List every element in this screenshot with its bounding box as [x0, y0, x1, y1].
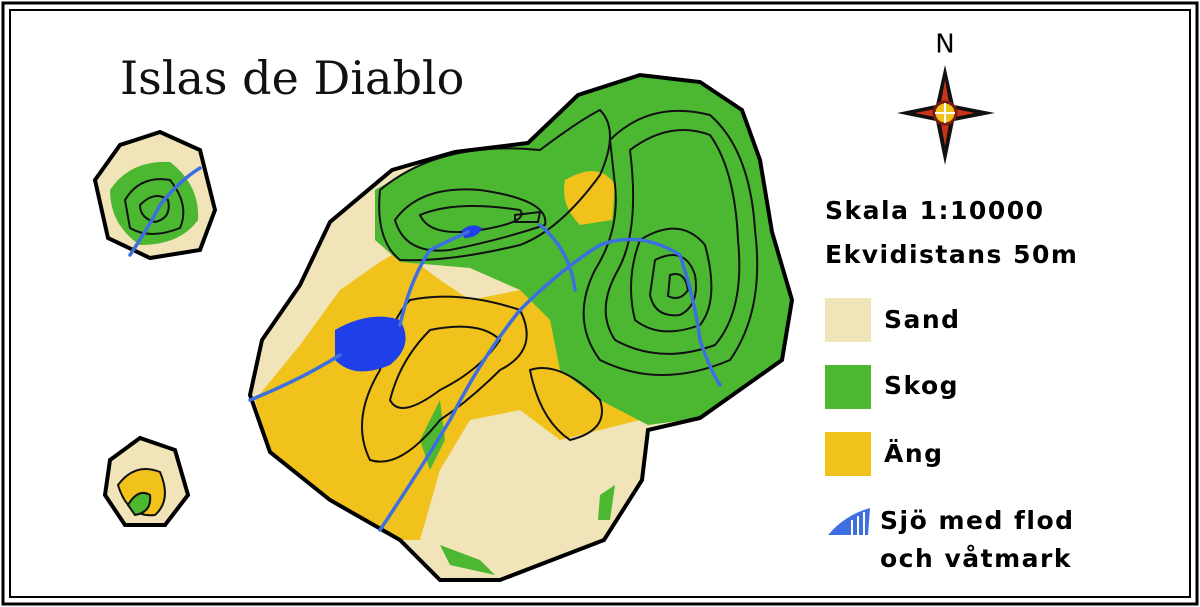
legend-label: Sand	[884, 305, 961, 334]
compass-north: N	[935, 30, 954, 60]
legend-label: och våtmark	[880, 544, 1072, 573]
contour-interval-label: Ekvidistans 50m	[825, 240, 1078, 269]
legend-label: Skog	[884, 371, 959, 400]
legend-label: Äng	[884, 438, 944, 468]
legend-label: Sjö med flod	[880, 506, 1075, 535]
map: Islas de Diablo N	[0, 0, 1200, 607]
legend-swatch-meadow	[825, 432, 871, 476]
map-title: Islas de Diablo	[120, 51, 464, 105]
scale-label: Skala 1:10000	[825, 196, 1045, 225]
legend-swatch-forest	[825, 365, 871, 409]
legend-swatch-sand	[825, 298, 871, 342]
